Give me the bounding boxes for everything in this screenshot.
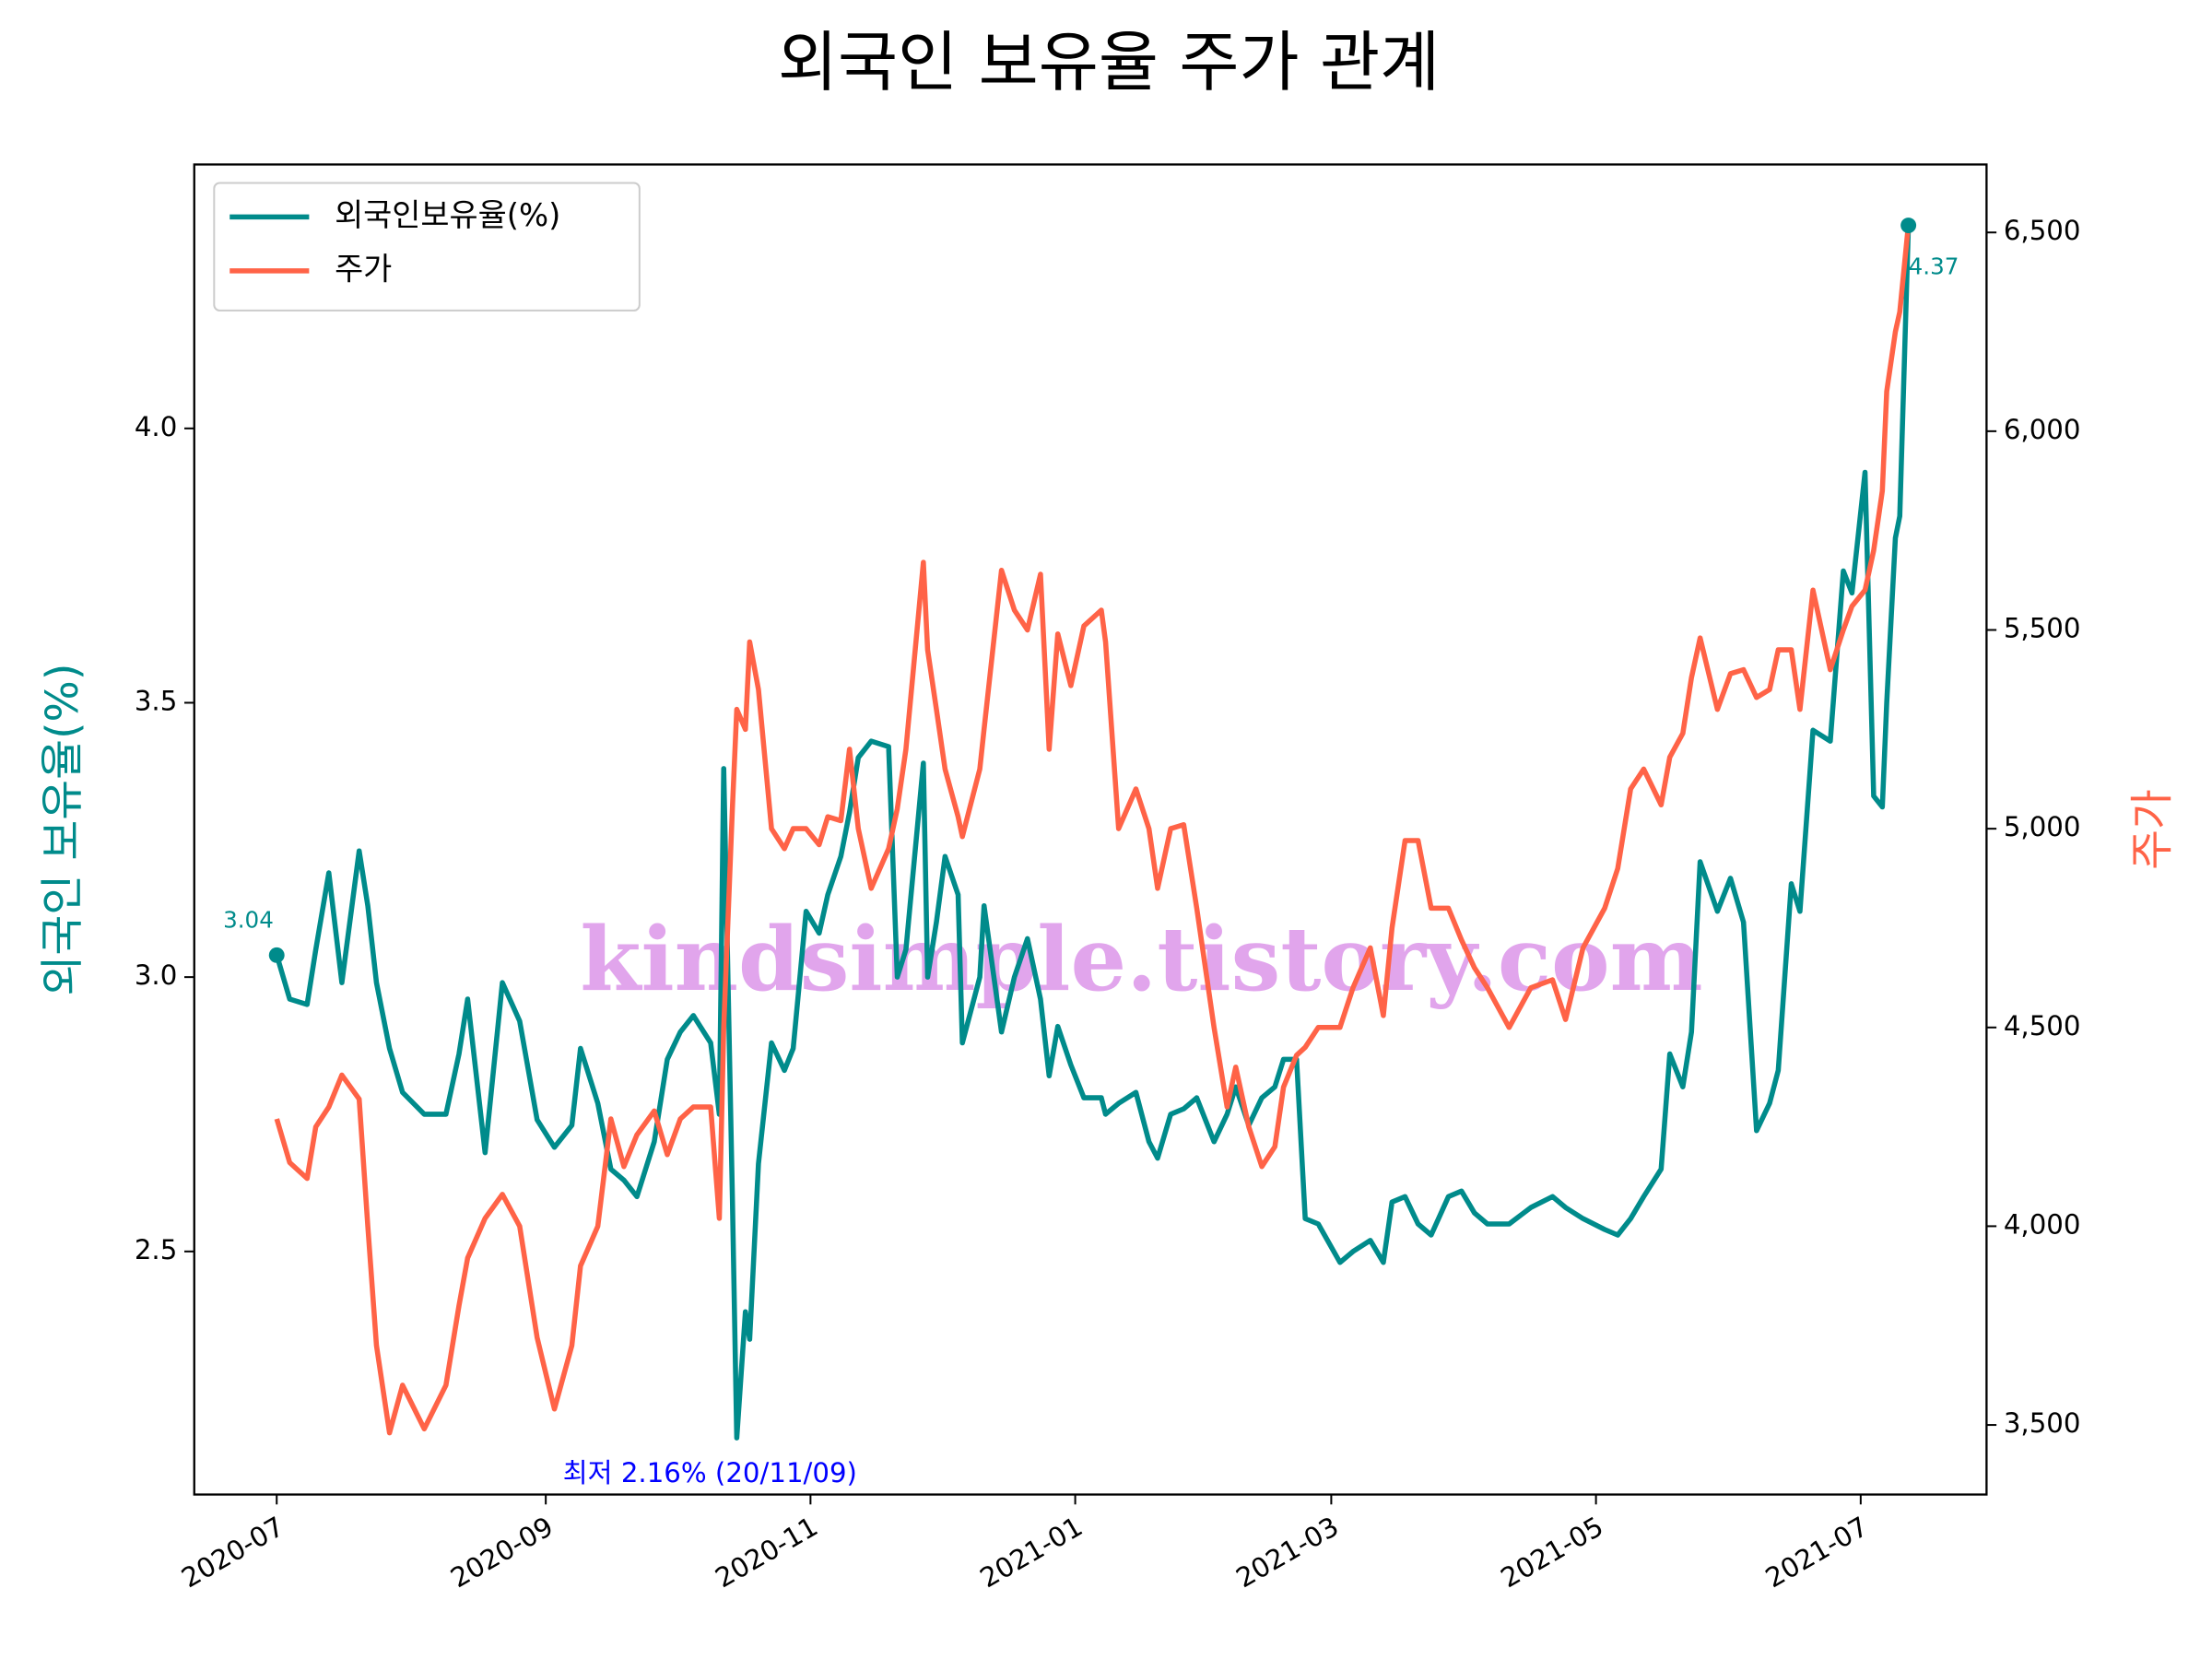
chart-title: 외국인 보유율 주가 관계 [778, 24, 1440, 100]
x-tick-label: 2020-11 [710, 1511, 823, 1594]
x-tick-label: 2021-05 [1496, 1511, 1609, 1594]
y2-tick-label: 3,500 [2004, 1407, 2081, 1439]
y-tick-label: 3.5 [135, 685, 177, 716]
annotation: 최저 2.16% (20/11/09) [563, 1457, 857, 1488]
y-tick-label: 4.0 [135, 411, 177, 442]
y-tick-label: 2.5 [135, 1234, 177, 1265]
y2-tick-label: 6,000 [2004, 414, 2081, 445]
x-tick-label: 2021-03 [1230, 1511, 1344, 1594]
data-line [274, 224, 1912, 1436]
legend-box [213, 182, 641, 312]
x-tick-label: 2021-07 [1760, 1511, 1874, 1594]
data-line [274, 225, 1912, 1441]
y2-tick-label: 5,000 [2004, 811, 2081, 842]
watermark: kindsimple.tistory.com [580, 908, 1702, 1011]
y2-tick-label: 4,500 [2004, 1010, 2081, 1041]
x-tick-label: 2021-01 [975, 1511, 1088, 1594]
y-tick-label: 3.0 [135, 959, 177, 991]
legend-label: 외국인보유율(%) [335, 197, 560, 233]
annotation: 3.04 [223, 906, 274, 933]
plot-frame [193, 163, 1988, 1496]
y-axis-label: 외국인 보유율(%) [38, 664, 88, 996]
legend-label: 주가 [335, 251, 392, 287]
x-tick-label: 2020-07 [176, 1511, 289, 1594]
y2-axis-label: 주가 [2127, 789, 2178, 870]
annotation: 4.37 [1909, 253, 1959, 280]
end-marker [268, 947, 285, 963]
y2-tick-label: 4,000 [2004, 1208, 2081, 1240]
x-tick-label: 2020-09 [445, 1511, 559, 1594]
end-marker [1900, 218, 1917, 234]
y2-tick-label: 6,500 [2004, 215, 2081, 246]
y2-tick-label: 5,500 [2004, 612, 2081, 643]
